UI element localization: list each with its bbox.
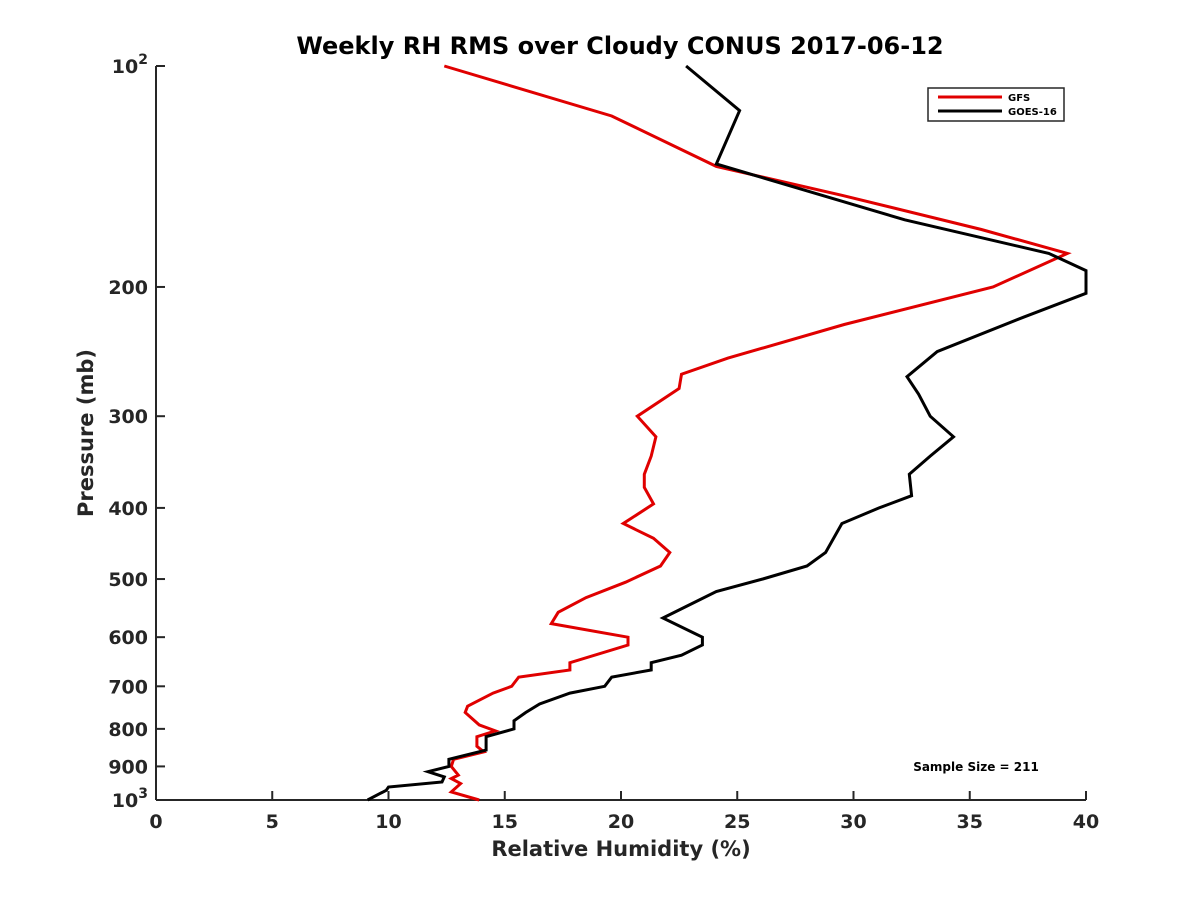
y-tick-label: 700	[108, 676, 148, 698]
y-tick-label: 103	[112, 786, 148, 812]
series-lines	[366, 64, 1088, 802]
plot-area: 0 5 10 15 20 25 30 35 40 102 200 300 400 500 600 700 80…	[108, 52, 1099, 833]
y-tick-label: 900	[108, 756, 148, 778]
x-tick-label: 30	[840, 811, 866, 833]
y-tick-label: 300	[108, 406, 148, 428]
legend-items: GFS GOES-16	[938, 93, 1057, 118]
legend: GFS GOES-16	[927, 87, 1065, 122]
x-tick-label: 15	[492, 811, 518, 833]
x-tick-label: 40	[1073, 811, 1099, 833]
x-tick-label: 35	[957, 811, 983, 833]
y-tick-label: 600	[108, 627, 148, 649]
series-line-gfs	[443, 64, 1072, 802]
x-tick-label: 10	[375, 811, 401, 833]
x-tick-label: 20	[608, 811, 634, 833]
legend-box	[927, 87, 1065, 122]
x-axis-label: Relative Humidity (%)	[491, 837, 750, 861]
x-tick-label: 5	[266, 811, 279, 833]
chart-title: Weekly RH RMS over Cloudy CONUS 2017-06-…	[296, 32, 943, 60]
y-axis-label: Pressure (mb)	[74, 349, 98, 517]
legend-label: GOES-16	[1008, 107, 1057, 118]
y-tick-label: 400	[108, 498, 148, 520]
y-tick-label: 500	[108, 569, 148, 591]
x-tick-label: 25	[724, 811, 750, 833]
x-tick-label: 0	[149, 811, 162, 833]
series-line-goes-16	[366, 64, 1088, 802]
x-ticks: 0 5 10 15 20 25 30 35 40	[149, 791, 1099, 833]
y-tick-label: 800	[108, 719, 148, 741]
y-tick-label: 200	[108, 277, 148, 299]
y-tick-label: 102	[112, 52, 148, 78]
sample-size-annotation: Sample Size = 211	[913, 760, 1039, 774]
legend-label: GFS	[1008, 93, 1030, 104]
y-ticks: 102 200 300 400 500 600 700 800 900 103	[108, 52, 165, 812]
